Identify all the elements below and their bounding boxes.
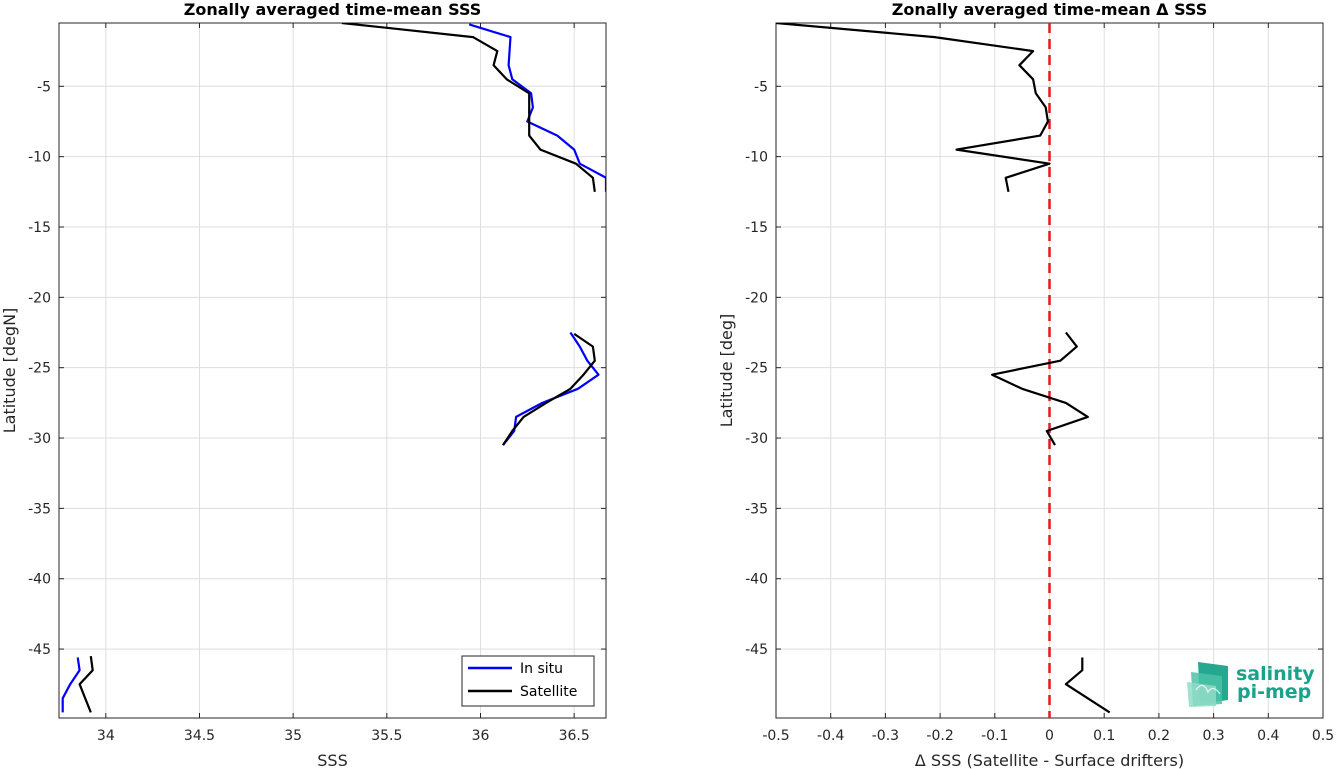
y-tick-label: -15 — [28, 220, 51, 236]
y-tick-label: -5 — [754, 79, 768, 95]
y-axis-label: Latitude [deg] — [717, 314, 736, 428]
salinity-waves-logo-icon — [1187, 662, 1228, 707]
y-tick-label: -5 — [37, 79, 51, 95]
x-tick-label: 34.5 — [184, 728, 215, 744]
x-tick-label: -0.1 — [981, 728, 1008, 744]
x-tick-label: 36 — [472, 728, 490, 744]
chart-title: Zonally averaged time-mean SSS — [184, 0, 482, 19]
legend-box — [461, 655, 595, 707]
legend-label-satellite: Satellite — [520, 684, 577, 700]
y-tick-label: -10 — [28, 150, 51, 166]
y-tick-label: -30 — [745, 431, 768, 447]
x-tick-label: 35.5 — [371, 728, 402, 744]
y-tick-label: -45 — [28, 642, 51, 658]
x-tick-label: 0.3 — [1202, 728, 1224, 744]
salinity-pi-mep-logo: salinity pi-mep — [1187, 662, 1315, 707]
series-line-in-situ-segment-1 — [502, 331, 600, 446]
y-axis-label: Latitude [degN] — [0, 308, 19, 434]
y-tick-label: -25 — [745, 361, 768, 377]
y-tick-label: -25 — [28, 361, 51, 377]
y-tick-label: -35 — [28, 501, 51, 517]
y-tick-label: -35 — [745, 501, 768, 517]
series-line-in-situ-segment-2 — [61, 657, 81, 713]
x-tick-label: -0.5 — [762, 728, 789, 744]
y-tick-label: -15 — [745, 220, 768, 236]
x-tick-label: 34 — [97, 728, 115, 744]
y-tick-label: -30 — [28, 431, 51, 447]
x-tick-label: -0.2 — [926, 728, 953, 744]
x-tick-label: -0.4 — [817, 728, 844, 744]
x-axis-label: SSS — [317, 751, 347, 769]
logo-text-salinity: salinity — [1236, 663, 1315, 685]
x-tick-label: 0.5 — [1312, 728, 1334, 744]
series-line-satellite-segment-1 — [502, 332, 596, 446]
series-line-delta-segment-1 — [990, 331, 1089, 446]
x-tick-label: 0 — [1045, 728, 1054, 744]
y-tick-label: -10 — [745, 150, 768, 166]
x-axis-label: Δ SSS (Satellite - Surface drifters) — [915, 751, 1184, 769]
y-tick-label: -40 — [28, 572, 51, 588]
series-line-delta-segment-2 — [1064, 657, 1111, 714]
chart-legend: In situ Satellite — [461, 655, 595, 707]
series-line-satellite-segment-2 — [78, 655, 94, 713]
logo-text-pi-mep: pi-mep — [1237, 681, 1311, 703]
sss-panel: 34 34.5 35 35.5 36 36.5 -5 -10 -15 -20 -25 -30 -35 -4… — [0, 0, 607, 769]
y-tick-label: -20 — [28, 290, 51, 306]
series-line-in-situ-segment-0 — [468, 23, 606, 192]
x-tick-label: 0.4 — [1257, 728, 1279, 744]
series-line-delta-segment-0 — [776, 23, 1051, 193]
y-tick-label: -40 — [745, 572, 768, 588]
x-tick-label: 0.2 — [1148, 728, 1170, 744]
x-tick-label: -0.3 — [872, 728, 899, 744]
series-line-satellite-segment-0 — [341, 23, 596, 192]
legend-label-in-situ: In situ — [520, 661, 563, 677]
delta-sss-panel: -0.5 -0.4 -0.3 -0.2 -0.1 0 0.1 0.2 0.3 0.4 0.5 -5 -1… — [717, 0, 1334, 769]
x-tick-label: 0.1 — [1093, 728, 1115, 744]
axes-frame — [58, 22, 607, 719]
y-tick-label: -20 — [745, 290, 768, 306]
x-tick-label: 36.5 — [559, 728, 590, 744]
y-tick-label: -45 — [745, 642, 768, 658]
x-tick-label: 35 — [284, 728, 302, 744]
chart-title: Zonally averaged time-mean Δ SSS — [892, 0, 1208, 19]
